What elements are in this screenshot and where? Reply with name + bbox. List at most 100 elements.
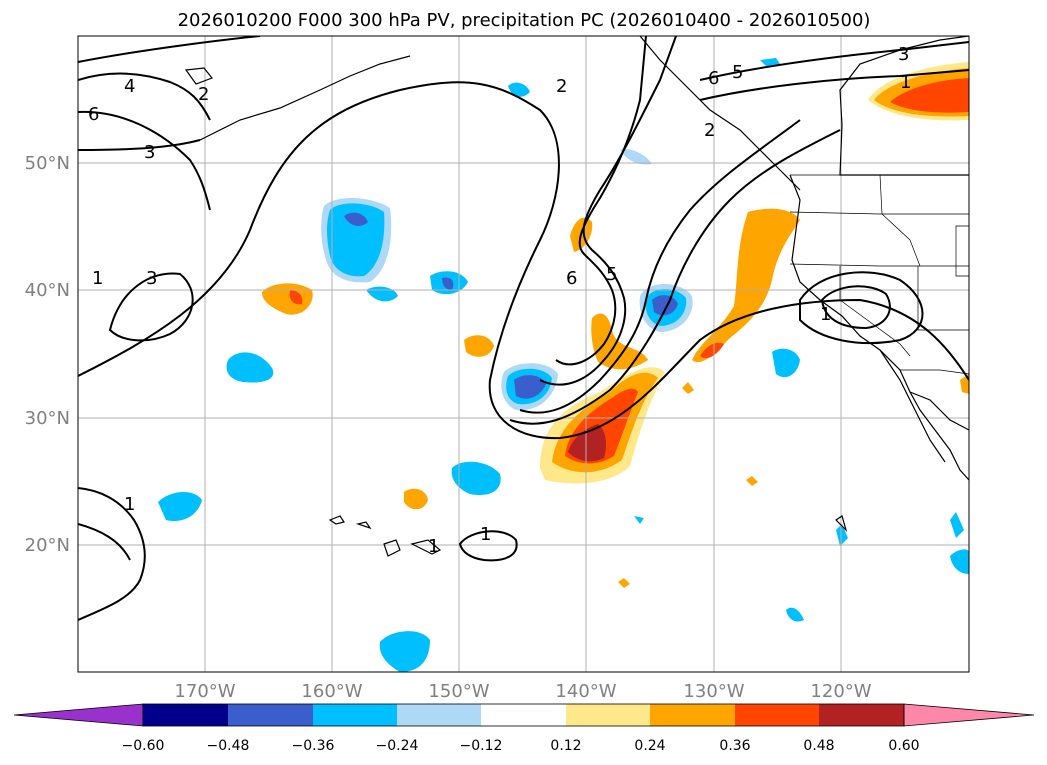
colorbar-bin bbox=[650, 704, 735, 726]
pv-contour-2 bbox=[509, 129, 841, 425]
precip-negative-cutoff-core bbox=[652, 295, 678, 316]
contour-label: 2 bbox=[556, 76, 567, 97]
pv-contour-6 bbox=[555, 36, 647, 366]
precip-coastal-core bbox=[700, 342, 724, 359]
contour-label: 5 bbox=[732, 62, 743, 83]
coastline-gulf-california bbox=[909, 391, 969, 431]
coastline-baja bbox=[879, 349, 946, 463]
contour-label: 1 bbox=[900, 72, 911, 93]
colorbar-tick-label: −0.24 bbox=[376, 738, 419, 754]
colorbar-tick-label: −0.48 bbox=[207, 738, 250, 754]
precip-negative-west bbox=[226, 352, 274, 383]
border-box bbox=[955, 225, 969, 277]
lat-label: 50°N bbox=[25, 153, 70, 174]
lon-label: 120°W bbox=[810, 681, 871, 702]
precip-positive-ne-core bbox=[890, 78, 969, 113]
colorbar-bin bbox=[397, 704, 481, 726]
map-title: 2026010200 F000 300 hPa PV, precipitatio… bbox=[178, 10, 871, 31]
precip-negative-large-core bbox=[344, 212, 368, 226]
map-area: 4 2 6 3 1 3 1 5 6 2 6 5 3 1 1 1 1 2 bbox=[78, 36, 969, 672]
colorbar-tick-label: −0.12 bbox=[460, 738, 503, 754]
pv-contours bbox=[78, 36, 969, 621]
contour-label: 3 bbox=[146, 268, 157, 289]
colorbar-extend-high bbox=[903, 703, 1035, 727]
colorbar-tick-label: 0.36 bbox=[719, 738, 750, 754]
colorbar-tick-label: 0.24 bbox=[634, 738, 665, 754]
pv-contour-east-inner bbox=[820, 285, 891, 330]
precip-negative-dot2 bbox=[836, 524, 848, 546]
latitude-labels: 50°N 40°N 30°N 20°N bbox=[25, 153, 70, 556]
colorbar-bin bbox=[566, 704, 650, 726]
colorbar-bin bbox=[228, 704, 313, 726]
precip-positive-dot3 bbox=[618, 578, 630, 588]
contour-label: 6 bbox=[566, 268, 577, 289]
pv-contour-top-jet bbox=[699, 41, 969, 81]
contour-label: 1 bbox=[92, 268, 103, 289]
contour-label: 2 bbox=[704, 120, 715, 141]
colorbar-tick-label: 0.48 bbox=[803, 738, 834, 754]
precip-negative-dot4 bbox=[950, 549, 969, 574]
contour-label: 1 bbox=[480, 524, 491, 545]
pv-contour-1-west bbox=[78, 81, 969, 440]
precip-positive-mid bbox=[464, 335, 494, 357]
pv-contour-low bbox=[78, 487, 146, 621]
precip-positive-dot2 bbox=[746, 476, 758, 486]
precip-coastal-band bbox=[692, 208, 800, 363]
lat-label: 30°N bbox=[25, 408, 70, 429]
precip-positive-west-core bbox=[289, 290, 303, 305]
border-states-or-ca bbox=[789, 263, 969, 267]
pv-contour-mid-west bbox=[78, 139, 201, 151]
precip-negative-large-inner bbox=[327, 203, 385, 277]
precip-negative-dot3 bbox=[950, 512, 964, 538]
border-us-mexico bbox=[900, 369, 969, 375]
lat-label: 40°N bbox=[25, 280, 70, 301]
colorbar-tick-label: −0.36 bbox=[292, 738, 335, 754]
precip-negative-mid-core bbox=[514, 375, 546, 399]
contour-label: 4 bbox=[124, 76, 135, 97]
contour-label: 5 bbox=[606, 264, 617, 285]
precip-positive-west bbox=[262, 283, 313, 315]
precip-negative-west2 bbox=[158, 491, 202, 522]
colorbar-ticks: −0.60 −0.48 −0.36 −0.24 −0.12 0.12 0.24 … bbox=[122, 738, 920, 754]
pv-contour-top-west bbox=[78, 36, 261, 63]
contour-label: 6 bbox=[708, 68, 719, 89]
precip-negative-dot1 bbox=[786, 607, 804, 622]
border-states-ca-nv bbox=[839, 266, 911, 357]
precip-positive-dot1 bbox=[682, 382, 694, 394]
colorbar-outline bbox=[142, 703, 905, 727]
lon-label: 150°W bbox=[428, 681, 489, 702]
lon-label: 170°W bbox=[174, 681, 235, 702]
precip-negative-small2-core bbox=[442, 277, 454, 290]
coastline-hawaii-3 bbox=[383, 539, 401, 557]
colorbar-bin bbox=[819, 704, 904, 726]
colorbar-bin bbox=[313, 704, 397, 726]
lat-label: 20°N bbox=[25, 535, 70, 556]
contour-label: 2 bbox=[198, 84, 209, 105]
coastline-hawaii-1 bbox=[328, 515, 345, 525]
precip-negative-small4 bbox=[772, 348, 800, 378]
borders bbox=[789, 174, 969, 375]
colorbar-extend-low bbox=[13, 703, 144, 727]
pv-contour-northwest bbox=[78, 72, 211, 121]
contour-label: 1 bbox=[820, 304, 831, 325]
precip-negative-top bbox=[508, 82, 530, 97]
precip-negative-dot5 bbox=[634, 516, 644, 524]
coastline-island-2 bbox=[835, 515, 848, 533]
coastline-hawaii-4 bbox=[410, 539, 442, 555]
pv-contour-top-jet2 bbox=[699, 69, 969, 101]
precip-positive-south bbox=[404, 488, 428, 510]
colorbar-tick-label: 0.12 bbox=[550, 738, 581, 754]
pv-contour-3 bbox=[519, 119, 801, 414]
map-frame bbox=[77, 35, 970, 673]
pv-contour-north bbox=[78, 110, 211, 211]
contour-label: 3 bbox=[898, 44, 909, 65]
pv-contour-hawaii bbox=[458, 530, 518, 562]
border-states-idaho bbox=[879, 174, 921, 267]
precip-negative-small3 bbox=[451, 461, 501, 496]
colorbar: −0.60 −0.48 −0.36 −0.24 −0.12 0.12 0.24 … bbox=[13, 703, 1035, 754]
precip-negative-dot6 bbox=[760, 58, 780, 66]
precip-negative-south bbox=[379, 631, 430, 672]
precip-positive-arm bbox=[591, 313, 648, 370]
longitude-labels: 170°W 160°W 150°W 140°W 130°W 120°W bbox=[174, 681, 871, 702]
